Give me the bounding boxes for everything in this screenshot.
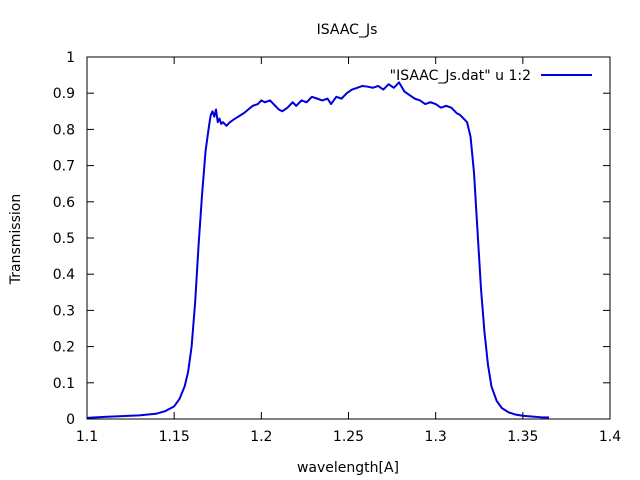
x-tick-label: 1.3 — [425, 429, 447, 445]
y-tick-label: 0.4 — [53, 267, 75, 283]
legend-label: "ISAAC_Js.dat" u 1:2 — [390, 68, 531, 84]
y-tick-label: 0 — [66, 412, 75, 428]
y-tick-label: 0.7 — [53, 159, 75, 175]
y-tick-label: 0.6 — [53, 195, 75, 211]
series-line — [86, 81, 550, 419]
x-tick-label: 1.1 — [76, 429, 98, 445]
y-tick-label: 0.1 — [53, 376, 75, 392]
y-tick-label: 0.8 — [53, 122, 75, 138]
x-tick-label: 1.35 — [507, 429, 538, 445]
y-tick-label: 0.9 — [53, 86, 75, 102]
plot-frame — [86, 56, 611, 420]
y-tick-label: 1 — [66, 50, 75, 66]
x-tick-label: 1.4 — [599, 429, 621, 445]
y-tick-label: 0.5 — [53, 231, 75, 247]
x-tick-label: 1.25 — [333, 429, 364, 445]
series-layer — [86, 81, 550, 419]
axis-ticks: 1.1 1.15 1.2 1.25 1.3 1.35 1.4 0 0.1 0.2 0.3 0.4 0.5… — [53, 50, 621, 445]
x-axis-label: wavelength[A] — [297, 460, 399, 476]
legend: "ISAAC_Js.dat" u 1:2 — [390, 68, 592, 84]
x-tick-label: 1.2 — [250, 429, 272, 445]
y-axis-label: Transmission — [8, 194, 24, 285]
y-tick-label: 0.3 — [53, 303, 75, 319]
x-tick-label: 1.15 — [159, 429, 190, 445]
y-tick-label: 0.2 — [53, 340, 75, 356]
chart-title: ISAAC_Js — [317, 22, 378, 38]
